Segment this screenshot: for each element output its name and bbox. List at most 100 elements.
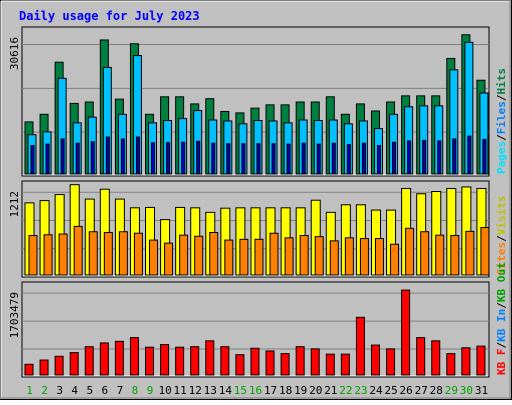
sites-bar (405, 227, 415, 276)
day-label: 11 (174, 384, 187, 397)
kbf-bar (190, 346, 200, 376)
day-label: 29 (445, 384, 458, 397)
day-label: 19 (294, 384, 307, 397)
pages-bar (452, 138, 457, 175)
hits-legend-item: Hits (495, 68, 508, 95)
pages-bar (482, 138, 487, 175)
sites-bar (420, 231, 430, 276)
sites-bar (58, 233, 68, 276)
pages-bar (30, 145, 35, 175)
day-label: 27 (415, 384, 428, 397)
sites-bar (344, 237, 354, 276)
sites-bar (149, 239, 159, 276)
hits-legend-item: Pages (495, 141, 508, 174)
day-label: 20 (309, 384, 322, 397)
chart-title: Daily usage for July 2023 (19, 9, 200, 23)
sites-bar (28, 235, 38, 276)
kbf-bar (24, 363, 34, 376)
pages-bar (120, 138, 125, 175)
day-label: 21 (324, 384, 337, 397)
day-label: 25 (384, 384, 397, 397)
pages-bar (151, 142, 156, 175)
kbf-bar (461, 347, 471, 376)
kbf-bar (235, 354, 245, 376)
day-label: 23 (354, 384, 367, 397)
pages-bar (90, 141, 95, 175)
sites-bar (374, 238, 384, 276)
sites-bar (390, 243, 400, 276)
pages-bar (361, 142, 366, 175)
kbf-bar (39, 359, 49, 376)
kbf-bar (446, 353, 456, 376)
hits-ymax-label: 30616 (8, 37, 21, 70)
kbf-bar (114, 340, 124, 376)
kbf-bar (340, 353, 350, 376)
kbf-bar (84, 346, 94, 376)
sites-bar (194, 235, 204, 276)
pages-bar (331, 142, 336, 175)
hits-legend-separator: / (495, 94, 508, 101)
kbf-bar (386, 348, 396, 376)
day-label: 16 (249, 384, 262, 397)
pages-bar (211, 142, 216, 175)
pages-bar (392, 141, 397, 175)
kbf-bar (295, 346, 305, 376)
kbf-bar (370, 344, 380, 376)
pages-bar (181, 141, 186, 175)
sites-bar (224, 239, 234, 276)
kbf-bar (175, 346, 185, 376)
pages-bar (346, 144, 351, 175)
day-label: 6 (102, 384, 109, 397)
day-label: 5 (86, 384, 93, 397)
hits-legend-separator: / (495, 134, 508, 141)
sites-bar (164, 242, 174, 276)
kbf-bar (310, 348, 320, 376)
pages-bar (437, 140, 442, 175)
kbf-bar (129, 337, 139, 376)
pages-bar (286, 143, 291, 175)
sites-bar (239, 238, 249, 276)
visits-legend-item: Sites (495, 242, 508, 275)
kbf-bar (205, 340, 215, 376)
day-label: 12 (189, 384, 202, 397)
sites-bar (450, 235, 460, 276)
sites-bar (314, 236, 324, 276)
pages-bar (196, 140, 201, 175)
sites-bar (254, 238, 264, 276)
pages-bar (105, 136, 110, 175)
pages-bar (75, 142, 80, 175)
day-label: 28 (430, 384, 443, 397)
pages-bar (467, 135, 472, 175)
pages-bar (241, 143, 246, 175)
day-label: 9 (147, 384, 154, 397)
day-label: 24 (369, 384, 383, 397)
pages-bar (422, 139, 427, 175)
visits-legend: Sites/Visits (495, 196, 508, 276)
pages-bar (256, 143, 261, 175)
day-label: 17 (264, 384, 277, 397)
pages-bar (271, 143, 276, 175)
sites-bar (465, 230, 475, 276)
kbf-bar (99, 342, 109, 376)
kbytes-legend-item: KB In (495, 309, 508, 342)
day-label: 30 (460, 384, 473, 397)
day-label: 18 (279, 384, 292, 397)
pages-bar (376, 145, 381, 175)
kbytes-legend-item: KB Out (495, 262, 508, 302)
visits-ymax-label: 1212 (8, 191, 21, 218)
sites-bar (269, 232, 279, 276)
pages-bar (135, 136, 140, 175)
kbf-bar (69, 352, 79, 376)
pages-bar (316, 143, 321, 175)
kbf-bar (220, 346, 230, 376)
kbytes-legend: KB F/KB In/KB Out (495, 262, 508, 375)
pages-bar (301, 142, 306, 175)
visits-legend-item: Visits (495, 196, 508, 236)
sites-bar (88, 231, 98, 276)
sites-bar (284, 237, 294, 276)
kbf-bar (250, 347, 260, 376)
day-label: 31 (475, 384, 488, 397)
hits-legend: Pages/Files/Hits (495, 68, 508, 174)
